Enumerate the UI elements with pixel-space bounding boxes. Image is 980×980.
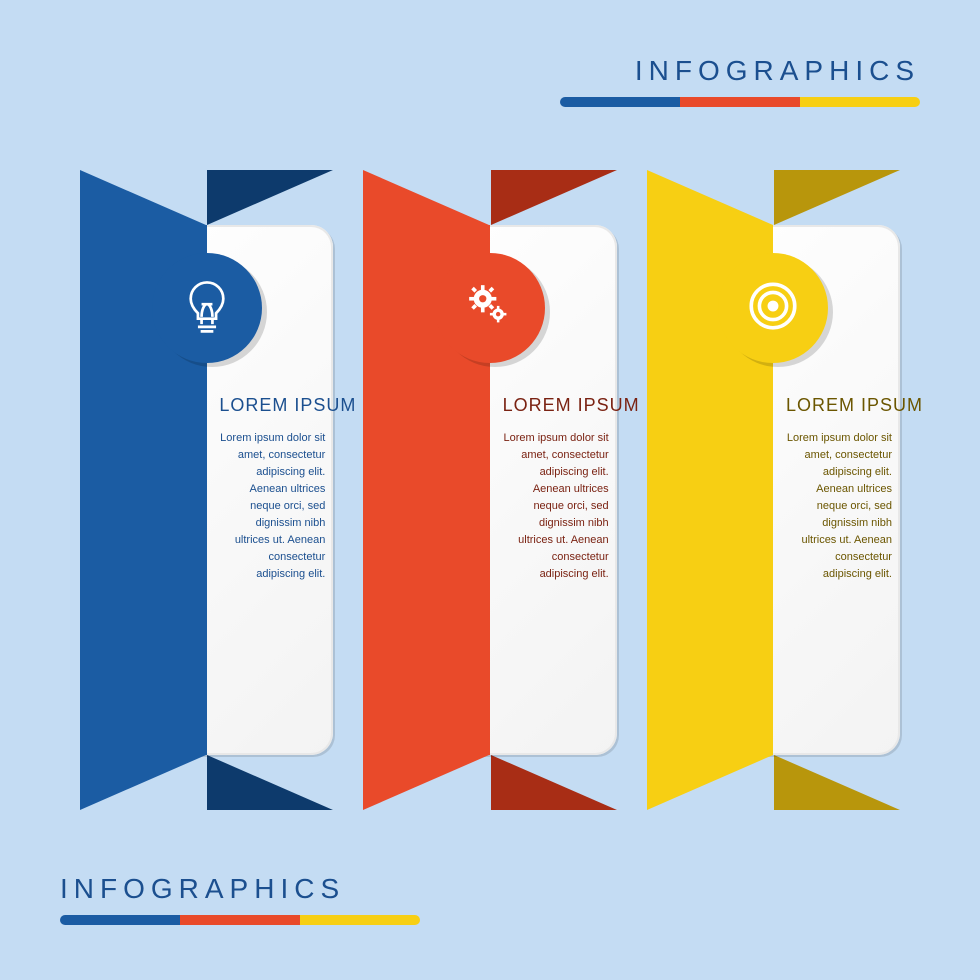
underline-seg-3 — [800, 97, 920, 107]
column-3: LOREM IPSUM Lorem ipsum dolor sit amet, … — [647, 225, 900, 755]
column-3-content: LOREM IPSUM Lorem ipsum dolor sit amet, … — [786, 395, 892, 583]
column-3-fold-bottom — [774, 755, 900, 810]
column-1-body: Lorem ipsum dolor sit amet, consectetur … — [219, 430, 325, 583]
gears-icon — [461, 277, 519, 340]
title-bottom: INFOGRAPHICS — [60, 873, 420, 925]
column-2-content: LOREM IPSUM Lorem ipsum dolor sit amet, … — [503, 395, 609, 583]
title-top-text: INFOGRAPHICS — [560, 55, 920, 87]
title-bottom-underline — [60, 915, 420, 925]
target-icon — [744, 277, 802, 340]
infographic-canvas: INFOGRAPHICS — [0, 0, 980, 980]
column-2: LOREM IPSUM Lorem ipsum dolor sit amet, … — [363, 225, 616, 755]
underline-seg-3b — [300, 915, 420, 925]
column-3-icon-circle — [718, 253, 828, 363]
column-3-heading: LOREM IPSUM — [786, 395, 892, 416]
title-bottom-text: INFOGRAPHICS — [60, 873, 420, 905]
underline-seg-1b — [60, 915, 180, 925]
underline-seg-2 — [680, 97, 800, 107]
column-2-fold-top — [491, 170, 617, 225]
column-2-heading: LOREM IPSUM — [503, 395, 609, 416]
underline-seg-2b — [180, 915, 300, 925]
column-2-icon-circle — [435, 253, 545, 363]
column-1-fold-top — [207, 170, 333, 225]
column-1-icon-circle — [152, 253, 262, 363]
underline-seg-1 — [560, 97, 680, 107]
column-3-fold-top — [774, 170, 900, 225]
column-1-heading: LOREM IPSUM — [219, 395, 325, 416]
column-1-fold-bottom — [207, 755, 333, 810]
lightbulb-icon — [178, 277, 236, 340]
column-2-body: Lorem ipsum dolor sit amet, consectetur … — [503, 430, 609, 583]
column-3-body: Lorem ipsum dolor sit amet, consectetur … — [786, 430, 892, 583]
column-1: LOREM IPSUM Lorem ipsum dolor sit amet, … — [80, 225, 333, 755]
title-top-underline — [560, 97, 920, 107]
title-top: INFOGRAPHICS — [560, 55, 920, 107]
column-1-content: LOREM IPSUM Lorem ipsum dolor sit amet, … — [219, 395, 325, 583]
column-2-fold-bottom — [491, 755, 617, 810]
columns-container: LOREM IPSUM Lorem ipsum dolor sit amet, … — [80, 225, 900, 755]
